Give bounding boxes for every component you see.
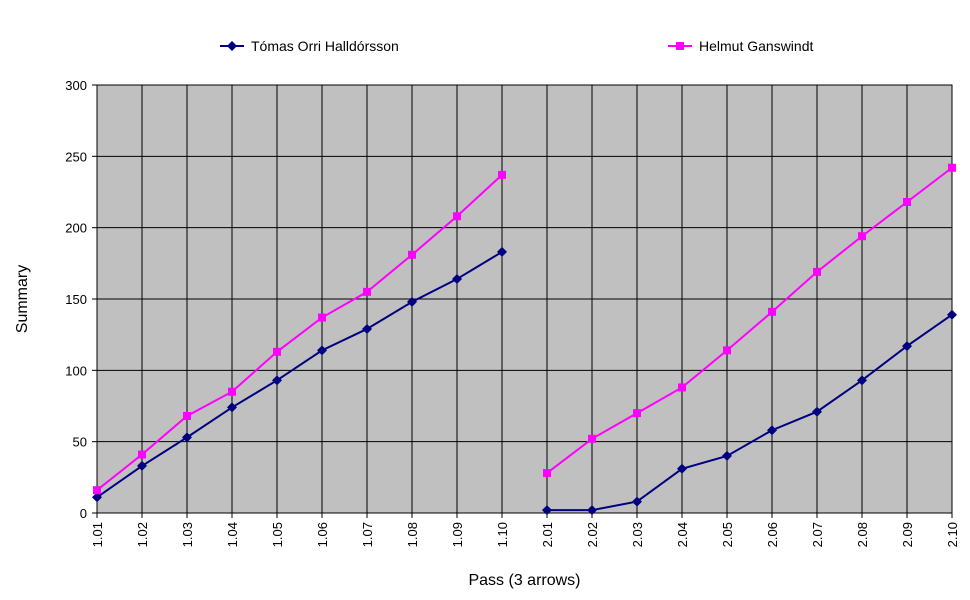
data-point-diamond	[182, 432, 192, 443]
x-tick-label: 2.01	[540, 522, 555, 547]
y-tick-label: 300	[65, 78, 87, 93]
data-point-square	[633, 409, 641, 418]
x-tick-label: 1.05	[270, 522, 285, 547]
data-point-square	[183, 411, 191, 420]
series-line	[96, 251, 503, 499]
x-axis-title: Pass (3 arrows)	[468, 572, 580, 589]
y-tick-label: 0	[80, 506, 87, 521]
data-point-square	[813, 267, 821, 276]
data-point-diamond	[497, 246, 507, 257]
data-point-square	[768, 307, 776, 316]
series-line	[546, 166, 953, 474]
data-point-square	[858, 232, 866, 241]
x-tick-label: 1.04	[225, 522, 240, 547]
legend-label: Tómas Orri Halldórsson	[251, 38, 399, 54]
x-tick-label: 2.06	[765, 522, 780, 547]
x-tick-label: 2.10	[945, 522, 960, 547]
data-point-diamond	[767, 425, 777, 436]
data-point-square	[903, 197, 911, 206]
data-point-diamond	[272, 375, 282, 386]
data-point-diamond	[92, 492, 102, 503]
data-point-square	[543, 469, 551, 478]
x-tick-label: 2.04	[675, 522, 690, 547]
x-tick-label: 2.03	[630, 522, 645, 547]
legend-item-2: Helmut Ganswindt	[668, 38, 813, 54]
x-tick-label: 2.02	[585, 522, 600, 547]
data-point-diamond	[902, 341, 912, 352]
y-tick-label: 50	[73, 435, 87, 450]
x-tick-label: 1.03	[180, 522, 195, 547]
y-tick-label: 200	[65, 221, 87, 236]
data-point-diamond	[407, 296, 417, 307]
y-tick-label: 100	[65, 363, 87, 378]
data-point-square	[318, 313, 326, 322]
x-tick-label: 1.09	[450, 522, 465, 547]
data-point-diamond	[542, 505, 552, 516]
data-point-square	[948, 163, 956, 172]
data-point-square	[408, 250, 416, 259]
data-point-diamond	[632, 496, 642, 507]
data-point-square	[138, 450, 146, 459]
data-point-diamond	[317, 345, 327, 356]
x-tick-label: 1.02	[135, 522, 150, 547]
data-point-diamond	[947, 309, 957, 320]
legend-marker-square	[676, 42, 684, 50]
data-point-diamond	[362, 323, 372, 334]
legend-marker-diamond	[227, 41, 237, 51]
data-point-diamond	[227, 402, 237, 413]
y-axis-ticks: 0 50 100 150 200 250 300	[65, 78, 97, 521]
data-point-square	[678, 383, 686, 392]
x-tick-label: 2.08	[855, 522, 870, 547]
y-tick-label: 250	[65, 149, 87, 164]
data-point-square	[93, 486, 101, 495]
series-2	[93, 163, 956, 495]
series-line	[547, 313, 953, 512]
data-point-diamond	[857, 375, 867, 386]
x-axis-ticks: 1.01 1.02 1.03 1.04 1.05 1.06 1.07 1.08 1.09 1.10…	[90, 513, 960, 547]
data-point-square	[498, 170, 506, 179]
legend-label: Helmut Ganswindt	[699, 38, 813, 54]
legend: Tómas Orri Halldórsson Helmut Ganswindt	[220, 38, 813, 54]
x-tick-label: 2.09	[900, 522, 915, 547]
x-tick-label: 1.07	[360, 522, 375, 547]
data-point-square	[363, 287, 371, 296]
data-point-diamond	[587, 505, 597, 516]
x-tick-label: 1.08	[405, 522, 420, 547]
x-tick-label: 1.06	[315, 522, 330, 547]
series-line	[96, 174, 503, 491]
data-point-diamond	[722, 450, 732, 461]
data-point-square	[453, 212, 461, 221]
data-point-diamond	[452, 274, 462, 285]
data-point-diamond	[812, 406, 822, 417]
y-axis-title: Summary	[14, 265, 31, 333]
data-point-diamond	[677, 463, 687, 474]
series-1	[92, 246, 957, 516]
data-point-square	[723, 346, 731, 355]
series-layer	[92, 163, 957, 516]
data-point-square	[228, 387, 236, 396]
x-tick-label: 2.07	[810, 522, 825, 547]
data-point-square	[588, 434, 596, 443]
x-tick-label: 1.01	[90, 522, 105, 547]
y-tick-label: 150	[65, 292, 87, 307]
x-tick-label: 1.10	[495, 522, 510, 547]
legend-item-1: Tómas Orri Halldórsson	[220, 38, 399, 54]
x-tick-label: 2.05	[720, 522, 735, 547]
data-point-diamond	[137, 460, 147, 471]
data-point-square	[273, 347, 281, 356]
